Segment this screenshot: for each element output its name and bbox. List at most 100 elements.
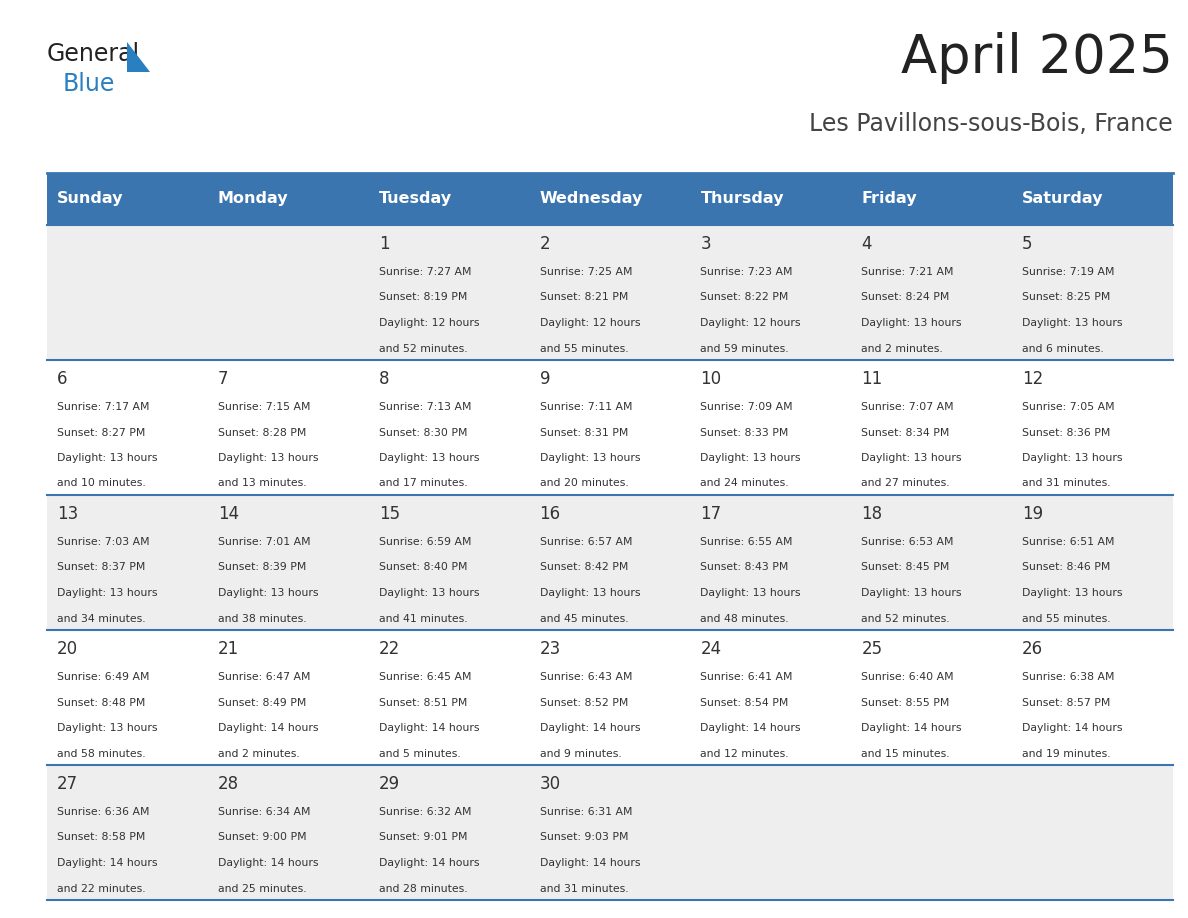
Text: Sunset: 8:36 PM: Sunset: 8:36 PM (1022, 428, 1111, 438)
Text: and 17 minutes.: and 17 minutes. (379, 478, 467, 488)
Text: and 28 minutes.: and 28 minutes. (379, 883, 467, 893)
Text: Monday: Monday (217, 192, 289, 207)
Text: Sunset: 8:39 PM: Sunset: 8:39 PM (217, 563, 307, 573)
Text: Sunrise: 6:43 AM: Sunrise: 6:43 AM (539, 672, 632, 682)
Text: Sunrise: 7:23 AM: Sunrise: 7:23 AM (701, 267, 792, 277)
Text: 1: 1 (379, 235, 390, 253)
Text: and 55 minutes.: and 55 minutes. (539, 343, 628, 353)
Bar (368, 173, 530, 225)
Text: Daylight: 13 hours: Daylight: 13 hours (57, 453, 158, 463)
Text: Daylight: 13 hours: Daylight: 13 hours (217, 588, 318, 598)
Text: Daylight: 13 hours: Daylight: 13 hours (1022, 588, 1123, 598)
Text: and 9 minutes.: and 9 minutes. (539, 748, 621, 758)
Text: Sunset: 8:54 PM: Sunset: 8:54 PM (701, 698, 789, 708)
Text: and 59 minutes.: and 59 minutes. (701, 343, 789, 353)
Text: 10: 10 (701, 370, 721, 388)
Text: Sunset: 9:01 PM: Sunset: 9:01 PM (379, 833, 467, 843)
Text: Sunrise: 6:40 AM: Sunrise: 6:40 AM (861, 672, 954, 682)
Text: Sunrise: 6:55 AM: Sunrise: 6:55 AM (701, 537, 792, 547)
Text: 22: 22 (379, 640, 400, 658)
Text: and 12 minutes.: and 12 minutes. (701, 748, 789, 758)
Text: Sunrise: 6:47 AM: Sunrise: 6:47 AM (217, 672, 310, 682)
Text: Sunrise: 6:34 AM: Sunrise: 6:34 AM (217, 807, 310, 817)
Text: Daylight: 13 hours: Daylight: 13 hours (1022, 453, 1123, 463)
Text: and 10 minutes.: and 10 minutes. (57, 478, 146, 488)
Text: Daylight: 14 hours: Daylight: 14 hours (379, 858, 479, 868)
Text: April 2025: April 2025 (902, 32, 1173, 84)
Text: and 2 minutes.: and 2 minutes. (861, 343, 943, 353)
Text: and 31 minutes.: and 31 minutes. (539, 883, 628, 893)
Text: Sunset: 8:31 PM: Sunset: 8:31 PM (539, 428, 628, 438)
Bar (852, 173, 1012, 225)
Text: Sunrise: 7:05 AM: Sunrise: 7:05 AM (1022, 402, 1114, 412)
Text: 2: 2 (539, 235, 550, 253)
Text: 8: 8 (379, 370, 390, 388)
Text: Daylight: 13 hours: Daylight: 13 hours (379, 588, 479, 598)
Text: Sunrise: 6:36 AM: Sunrise: 6:36 AM (57, 807, 150, 817)
Text: Sunrise: 7:03 AM: Sunrise: 7:03 AM (57, 537, 150, 547)
Bar (48, 765, 1173, 900)
Text: Daylight: 14 hours: Daylight: 14 hours (57, 858, 158, 868)
Text: and 20 minutes.: and 20 minutes. (539, 478, 628, 488)
Bar (1012, 173, 1173, 225)
Text: 4: 4 (861, 235, 872, 253)
Text: Daylight: 13 hours: Daylight: 13 hours (861, 453, 962, 463)
Text: Daylight: 13 hours: Daylight: 13 hours (57, 723, 158, 733)
Text: Sunrise: 7:07 AM: Sunrise: 7:07 AM (861, 402, 954, 412)
Bar (48, 630, 1173, 765)
Text: 18: 18 (861, 505, 883, 523)
Text: Sunset: 8:46 PM: Sunset: 8:46 PM (1022, 563, 1111, 573)
Text: Sunrise: 6:41 AM: Sunrise: 6:41 AM (701, 672, 792, 682)
Text: Daylight: 14 hours: Daylight: 14 hours (539, 858, 640, 868)
Text: 24: 24 (701, 640, 721, 658)
Text: Daylight: 12 hours: Daylight: 12 hours (701, 318, 801, 328)
Text: Sunrise: 7:13 AM: Sunrise: 7:13 AM (379, 402, 472, 412)
Text: and 22 minutes.: and 22 minutes. (57, 883, 146, 893)
Bar (48, 225, 1173, 360)
Text: and 2 minutes.: and 2 minutes. (217, 748, 299, 758)
Text: 30: 30 (539, 775, 561, 793)
Text: 14: 14 (217, 505, 239, 523)
Text: Sunrise: 6:59 AM: Sunrise: 6:59 AM (379, 537, 472, 547)
Text: Thursday: Thursday (701, 192, 784, 207)
Text: Sunset: 8:25 PM: Sunset: 8:25 PM (1022, 293, 1111, 303)
Text: Sunrise: 7:01 AM: Sunrise: 7:01 AM (217, 537, 310, 547)
Text: Sunrise: 7:19 AM: Sunrise: 7:19 AM (1022, 267, 1114, 277)
Text: Sunrise: 7:09 AM: Sunrise: 7:09 AM (701, 402, 794, 412)
Text: Daylight: 13 hours: Daylight: 13 hours (57, 588, 158, 598)
Text: Sunset: 8:42 PM: Sunset: 8:42 PM (539, 563, 628, 573)
Text: Daylight: 13 hours: Daylight: 13 hours (539, 588, 640, 598)
Text: Sunset: 8:58 PM: Sunset: 8:58 PM (57, 833, 145, 843)
Text: 6: 6 (57, 370, 68, 388)
Text: Sunrise: 6:32 AM: Sunrise: 6:32 AM (379, 807, 472, 817)
Text: Sunrise: 6:45 AM: Sunrise: 6:45 AM (379, 672, 472, 682)
Text: Sunset: 8:48 PM: Sunset: 8:48 PM (57, 698, 145, 708)
Text: Sunset: 8:27 PM: Sunset: 8:27 PM (57, 428, 145, 438)
Text: and 52 minutes.: and 52 minutes. (379, 343, 467, 353)
Bar (208, 173, 368, 225)
Bar (48, 360, 1173, 495)
Text: Sunset: 8:24 PM: Sunset: 8:24 PM (861, 293, 949, 303)
Text: 21: 21 (217, 640, 239, 658)
Text: and 27 minutes.: and 27 minutes. (861, 478, 950, 488)
Text: Daylight: 13 hours: Daylight: 13 hours (701, 588, 801, 598)
Text: 17: 17 (701, 505, 721, 523)
Text: Daylight: 12 hours: Daylight: 12 hours (539, 318, 640, 328)
Text: Daylight: 13 hours: Daylight: 13 hours (861, 318, 962, 328)
Text: Les Pavillons-sous-Bois, France: Les Pavillons-sous-Bois, France (809, 112, 1173, 136)
Text: 13: 13 (57, 505, 78, 523)
Text: and 5 minutes.: and 5 minutes. (379, 748, 461, 758)
Text: Sunset: 8:57 PM: Sunset: 8:57 PM (1022, 698, 1111, 708)
Text: Sunrise: 6:53 AM: Sunrise: 6:53 AM (861, 537, 954, 547)
Text: and 34 minutes.: and 34 minutes. (57, 613, 146, 623)
Text: Tuesday: Tuesday (379, 192, 451, 207)
Text: Daylight: 12 hours: Daylight: 12 hours (379, 318, 479, 328)
Text: Sunset: 8:45 PM: Sunset: 8:45 PM (861, 563, 949, 573)
Bar (530, 173, 690, 225)
Text: 28: 28 (217, 775, 239, 793)
Text: and 58 minutes.: and 58 minutes. (57, 748, 146, 758)
Bar (690, 173, 852, 225)
Text: Blue: Blue (63, 72, 115, 96)
Text: Daylight: 14 hours: Daylight: 14 hours (217, 858, 318, 868)
Text: 9: 9 (539, 370, 550, 388)
